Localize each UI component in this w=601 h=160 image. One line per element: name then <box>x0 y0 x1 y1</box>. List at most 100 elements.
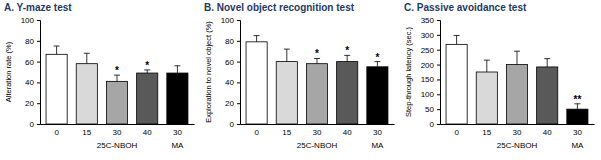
y-tick-label: 20 <box>25 99 34 108</box>
y-tick-mark <box>237 82 240 83</box>
y-tick-mark <box>437 65 440 66</box>
error-bar-stem <box>256 36 257 42</box>
title: A. Y-maze test <box>4 2 72 13</box>
x-tick-label: 0 <box>54 128 59 137</box>
marks <box>446 35 588 124</box>
title: C. Passive avoidance test <box>404 2 527 13</box>
y-tick-label: 0 <box>230 120 235 129</box>
x-tick: 30 <box>173 124 182 137</box>
significance: * <box>115 65 119 76</box>
error-bar <box>84 53 90 63</box>
marks <box>246 36 388 124</box>
y-tick-mark <box>437 20 440 21</box>
x-axis: 015304030 <box>41 124 195 137</box>
x-tick-label: 15 <box>482 128 491 137</box>
y-tick: 80 <box>25 37 40 46</box>
x-tick-label: 0 <box>454 128 459 137</box>
group-label: MA <box>171 141 184 150</box>
y-tick: 100 <box>421 90 440 99</box>
bar <box>106 81 127 124</box>
error-bar <box>174 66 180 73</box>
y-tick-label: 50 <box>425 105 434 114</box>
bar <box>367 67 388 124</box>
error-bar <box>284 49 290 61</box>
x-tick: 30 <box>313 124 322 137</box>
x-tick-label: 0 <box>254 128 259 137</box>
significance: ** <box>573 94 581 105</box>
error-bar-stem <box>286 49 287 61</box>
error-bar-cap <box>514 51 520 52</box>
y-axis-title: Step-through latency (sec.) <box>404 26 413 117</box>
x-axis-line <box>441 124 595 125</box>
y-tick-label: 100 <box>21 16 35 25</box>
x-tick-label: 15 <box>282 128 291 137</box>
bar <box>337 62 358 124</box>
y-tick: 0 <box>430 120 440 129</box>
y-tick: 100 <box>21 16 40 25</box>
error-bar <box>454 35 460 44</box>
x-tick: 40 <box>543 124 552 137</box>
x-tick-label: 30 <box>573 128 582 137</box>
significance: * <box>345 45 349 56</box>
error-bar-cap <box>54 46 60 47</box>
x-tick-label: 40 <box>143 128 152 137</box>
y-tick: 80 <box>225 37 240 46</box>
error-bar-stem <box>56 46 57 54</box>
error-bar-cap <box>174 65 180 66</box>
y-tick-mark <box>437 35 440 36</box>
significance: * <box>145 60 149 71</box>
figure: A. Y-maze testAlteration rate (%)0204060… <box>0 0 601 160</box>
error-bar <box>484 60 490 72</box>
x-tick-label: 30 <box>313 128 322 137</box>
error-bar <box>54 46 60 54</box>
error-bar-cap <box>544 58 550 59</box>
y-tick: 40 <box>225 78 240 87</box>
bar <box>476 72 497 124</box>
y-tick: 300 <box>421 31 440 40</box>
error-bar-cap <box>254 35 260 36</box>
y-tick: 60 <box>225 58 240 67</box>
error-bar-stem <box>486 60 487 72</box>
x-axis: 015304030 <box>241 124 395 137</box>
y-tick-label: 80 <box>225 37 234 46</box>
bar <box>246 42 267 124</box>
x-axis: 015304030 <box>441 124 595 137</box>
x-tick-label: 30 <box>113 128 122 137</box>
bar <box>567 109 588 124</box>
y-axis-title: Exploration to novel object (%) <box>204 21 213 123</box>
error-bar-stem <box>86 53 87 63</box>
x-tick-label: 30 <box>173 128 182 137</box>
bar <box>537 67 558 124</box>
y-tick-label: 350 <box>421 16 435 25</box>
y-tick-mark <box>237 20 240 21</box>
y-tick-mark <box>37 124 40 125</box>
title: B. Novel object recognition test <box>204 2 355 13</box>
error-bar <box>254 36 260 42</box>
y-tick-mark <box>37 103 40 104</box>
y-tick: 20 <box>225 99 240 108</box>
y-tick-mark <box>437 50 440 51</box>
y-tick: 50 <box>425 105 440 114</box>
y-tick-mark <box>237 103 240 104</box>
error-bar <box>514 51 520 64</box>
y-tick: 40 <box>25 78 40 87</box>
y-axis-line <box>437 21 441 125</box>
y-tick: 350 <box>421 16 440 25</box>
group-label: MA <box>371 141 384 150</box>
y-tick-label: 20 <box>225 99 234 108</box>
y-tick-mark <box>37 62 40 63</box>
y-tick-label: 40 <box>225 78 234 87</box>
y-tick-label: 60 <box>25 58 34 67</box>
y-tick-label: 80 <box>25 37 34 46</box>
x-tick: 30 <box>113 124 122 137</box>
error-bar-stem <box>547 59 548 67</box>
bar <box>306 64 327 124</box>
y-tick-label: 150 <box>421 75 435 84</box>
error-bar-cap <box>284 49 290 50</box>
plot: 05010015020025030035001530403025C-NBOHMA… <box>421 16 595 150</box>
x-tick-label: 40 <box>543 128 552 137</box>
x-tick: 15 <box>482 124 491 137</box>
x-tick-label: 40 <box>343 128 352 137</box>
y-tick-label: 200 <box>421 61 435 70</box>
y-tick-label: 300 <box>421 31 435 40</box>
